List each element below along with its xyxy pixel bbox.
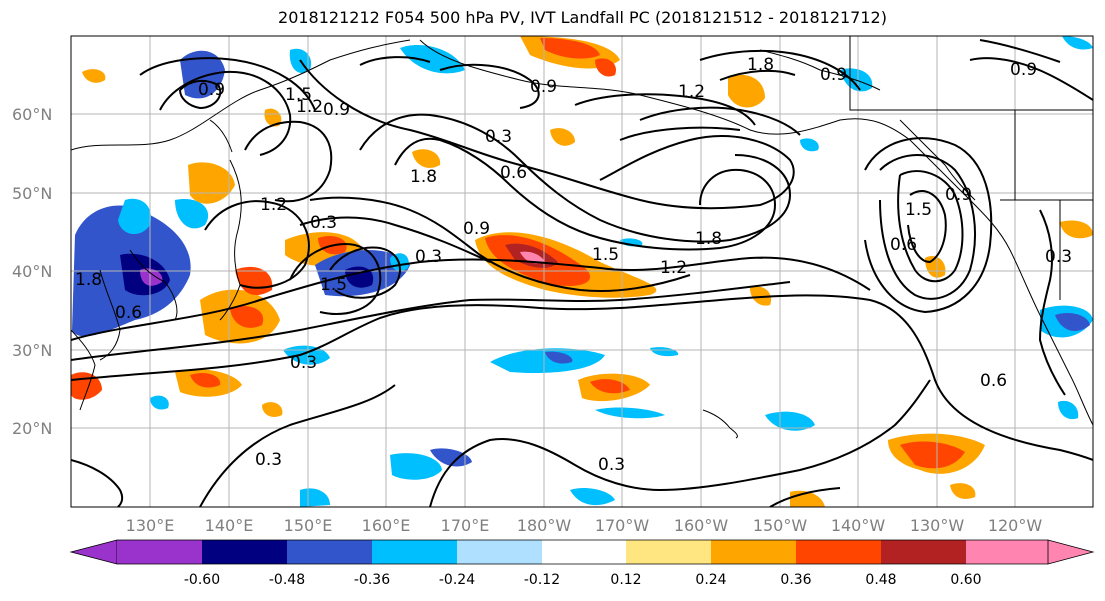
colorbar-tick-label: -0.12: [524, 572, 560, 588]
lat-label: 40°N: [12, 262, 52, 281]
contour-label: 1.2: [296, 97, 323, 117]
contour-label: 1.5: [285, 85, 312, 105]
contour-labels: 0.9 1.5 1.2 0.9 0.3 0.6 0.9 1.8 1.5 1.2 …: [75, 55, 1072, 475]
colorbar-segment: [626, 540, 711, 564]
colorbar: -0.60 -0.48 -0.36 -0.24 -0.12 0.12 0.24 …: [69, 539, 1095, 588]
contour-label: 0.9: [945, 185, 972, 205]
map-panel: 0.9 1.5 1.2 0.9 0.3 0.6 0.9 1.8 1.5 1.2 …: [71, 36, 1093, 507]
contour-label: 0.3: [1045, 247, 1072, 267]
colorbar-segment: [711, 540, 796, 564]
colorbar-segment: [966, 540, 1048, 564]
contour-label: 1.5: [320, 275, 347, 295]
contour-label: 1.2: [260, 195, 287, 215]
lon-label: 130°E: [126, 516, 175, 535]
lon-label: 170°W: [595, 516, 650, 535]
contour-label: 0.9: [323, 100, 350, 120]
colorbar-segment: [202, 540, 287, 564]
lon-label: 150°W: [753, 516, 808, 535]
contour-label: 1.8: [747, 55, 774, 75]
contour-label: 0.9: [820, 65, 847, 85]
colorbar-tick-label: 0.48: [865, 572, 896, 588]
contour-label: 1.8: [75, 270, 102, 290]
contour-label: 0.9: [463, 219, 490, 239]
colorbar-tick-label: 0.60: [950, 572, 981, 588]
lat-label: 20°N: [12, 419, 52, 438]
colorbar-segment: [457, 540, 542, 564]
map-frame: [70, 35, 1094, 508]
colorbar-segment: [542, 540, 626, 564]
contour-label: 0.6: [890, 235, 917, 255]
lon-label: 140°W: [831, 516, 886, 535]
colorbar-segment: [117, 540, 202, 564]
lon-label: 160°W: [674, 516, 729, 535]
colorbar-tick-label: -0.48: [269, 572, 305, 588]
contour-label: 1.2: [678, 82, 705, 102]
contour-label: 1.2: [660, 258, 687, 278]
contour-label: 0.3: [255, 450, 282, 470]
colorbar-tick-label: 0.24: [695, 572, 726, 588]
lon-label: 140°E: [205, 516, 254, 535]
contour-label: 0.3: [290, 353, 317, 373]
contour-label: 0.9: [530, 77, 557, 97]
colorbar-tick-label: 0.12: [610, 572, 641, 588]
lat-label: 60°N: [12, 105, 52, 124]
colorbar-segment: [287, 540, 372, 564]
lon-label: 130°W: [910, 516, 965, 535]
lat-label: 50°N: [12, 184, 52, 203]
contour-label: 0.9: [198, 80, 225, 100]
colorbar-segment: [1047, 539, 1095, 565]
contour-label: 1.5: [592, 245, 619, 265]
contour-label: 0.9: [1010, 60, 1037, 80]
contour-label: 0.3: [485, 127, 512, 147]
lon-label: 120°W: [988, 516, 1043, 535]
pv-contours: [71, 39, 1093, 507]
colorbar-ticks: -0.60 -0.48 -0.36 -0.24 -0.12 0.12 0.24 …: [184, 572, 982, 588]
contour-label: 0.3: [310, 213, 337, 233]
contour-label: 1.8: [410, 167, 437, 187]
contour-label: 0.6: [115, 303, 142, 323]
colorbar-tick-label: -0.24: [439, 572, 475, 588]
lat-label: 30°N: [12, 341, 52, 360]
colorbar-tick-label: 0.36: [780, 572, 811, 588]
colorbar-segment: [881, 540, 966, 564]
colorbar-tick-label: -0.36: [354, 572, 390, 588]
latitude-labels: 60°N 50°N 40°N 30°N 20°N: [12, 105, 52, 438]
contour-label: 0.6: [500, 163, 527, 183]
lon-label: 150°E: [284, 516, 333, 535]
contour-label: 0.6: [980, 371, 1007, 391]
longitude-labels: 130°E 140°E 150°E 160°E 170°E 180°W 170°…: [126, 516, 1043, 535]
lon-label: 180°W: [517, 516, 572, 535]
lon-label: 170°E: [441, 516, 490, 535]
contour-label: 1.8: [695, 229, 722, 249]
contour-label: 1.5: [905, 200, 932, 220]
colorbar-segment: [372, 540, 457, 564]
colorbar-segment: [69, 539, 118, 565]
map-title: 2018121212 F054 500 hPa PV, IVT Landfall…: [278, 8, 887, 27]
contour-label: 0.3: [415, 247, 442, 267]
contour-label: 0.3: [598, 455, 625, 475]
lon-label: 160°E: [362, 516, 411, 535]
colorbar-tick-label: -0.60: [184, 572, 220, 588]
colorbar-segment: [796, 540, 881, 564]
